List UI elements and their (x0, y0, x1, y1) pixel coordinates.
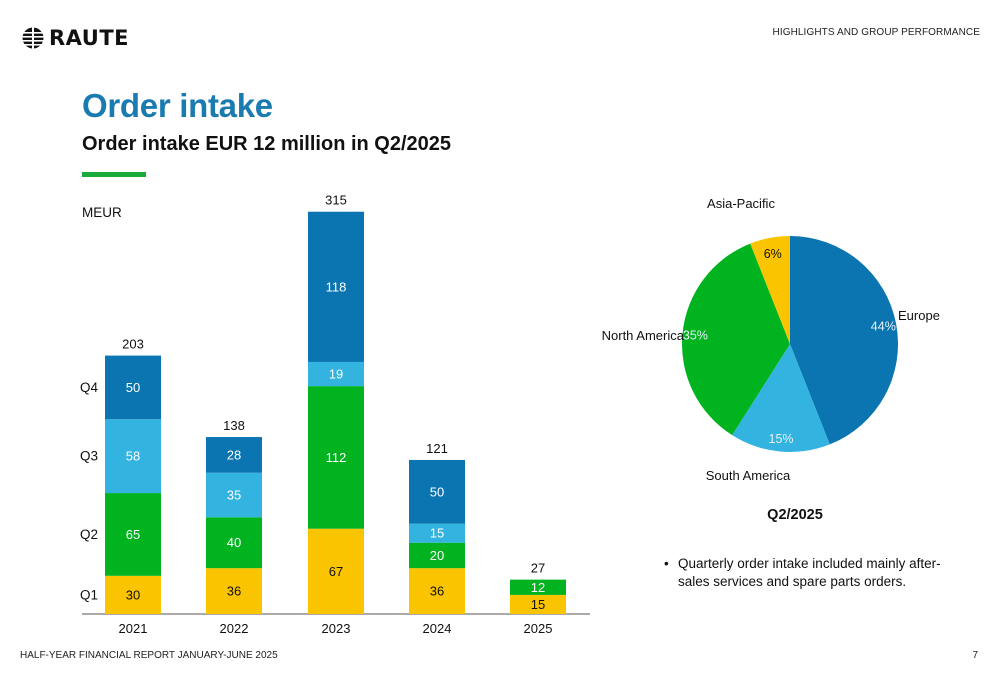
bar-segment-2024-q4 (409, 459, 465, 524)
bar-value-label-2024-q3: 15 (430, 526, 444, 541)
order-intake-region-pie-chart: 44%Europe 15% South America 35%North Americ… (602, 196, 940, 523)
bar-value-label-2023-q4: 118 (326, 279, 347, 294)
pie-slice-europe (790, 236, 898, 445)
bar-value-label-2022-q3: 35 (227, 487, 241, 502)
pie-region-label-north-america: North America (602, 328, 685, 343)
pie-percent-label-europe: 44% (871, 320, 896, 334)
bar-value-label-2025-q1: 15 (531, 597, 545, 612)
bar-total-label-2024: 121 (426, 441, 448, 456)
bar-segment-2021-q2 (105, 493, 161, 576)
pie-slice-north-america (682, 243, 790, 436)
raute-logo: RAUTE (22, 26, 129, 50)
bar-value-label-2021-q1: 30 (126, 587, 140, 602)
bar-value-label-2021-q4: 50 (126, 380, 140, 395)
legend-label-q3: Q3 (80, 449, 98, 464)
bar-value-label-2024-q4: 50 (430, 484, 444, 499)
bar-segment-2025-q2 (510, 579, 566, 595)
bar-segment-2022-q1 (206, 568, 262, 614)
bar-segment-2022-q4 (206, 437, 262, 473)
bar-value-label-2023-q1: 67 (329, 564, 343, 579)
unit-label: MEUR (82, 205, 122, 220)
x-tick-label-2022: 2022 (220, 621, 249, 636)
bar-value-label-2023-q2: 112 (326, 450, 347, 465)
footer-report-title: HALF-YEAR FINANCIAL REPORT JANUARY-JUNE … (20, 650, 278, 661)
bar-total-label-2022: 138 (223, 418, 245, 433)
bullet-dot-icon: • (664, 556, 669, 571)
bullet-note: • Quarterly order intake included mainly… (664, 555, 964, 591)
bar-total-label-2021: 203 (122, 337, 144, 352)
bar-segment-2022-q3 (206, 472, 262, 518)
bar-value-label-2024-q1: 36 (430, 584, 444, 599)
pie-percent-label-north-america: 35% (683, 329, 708, 343)
page-title: Order intake (82, 87, 273, 124)
pie-title: Q2/2025 (767, 507, 823, 523)
page-subtitle: Order intake EUR 12 million in Q2/2025 (82, 133, 452, 155)
x-tick-label-2021: 2021 (119, 621, 148, 636)
bar-segment-2023-q4 (308, 211, 364, 362)
pie-percent-label-asia-pacific: 6% (764, 247, 782, 261)
x-tick-label-2024: 2024 (423, 621, 452, 636)
title-accent-line (82, 172, 146, 177)
legend-label-q2: Q2 (80, 527, 98, 542)
section-label: HIGHLIGHTS AND GROUP PERFORMANCE (772, 27, 980, 38)
bar-segment-2024-q1 (409, 568, 465, 614)
bar-value-label-2022-q1: 36 (227, 584, 241, 599)
bar-segment-2025-q1 (510, 594, 566, 614)
bar-segment-2024-q2 (409, 542, 465, 569)
x-tick-label-2023: 2023 (322, 621, 351, 636)
bar-value-label-2021-q3: 58 (126, 449, 140, 464)
pie-slice-asia-pacific (750, 236, 790, 344)
legend-label-q4: Q4 (80, 380, 99, 395)
bar-value-label-2021-q2: 65 (126, 527, 140, 542)
pie-slice-south-america (732, 344, 830, 453)
bar-segment-2022-q2 (206, 517, 262, 569)
bar-value-label-2022-q4: 28 (227, 447, 241, 462)
bar-segment-2023-q2 (308, 386, 364, 529)
bar-segment-2024-q3 (409, 523, 465, 543)
bar-value-label-2022-q2: 40 (227, 535, 241, 550)
bar-total-label-2023: 315 (325, 193, 347, 208)
pie-region-label-south-america: South America (706, 468, 791, 483)
bar-value-label-2025-q2: 12 (531, 580, 545, 595)
bar-segment-2021-q3 (105, 419, 161, 494)
x-tick-label-2025: 2025 (524, 621, 553, 636)
bar-segment-2023-q1 (308, 528, 364, 614)
pie-region-label-europe: Europe (898, 308, 940, 323)
footer-page-number: 7 (972, 650, 978, 661)
bar-value-label-2024-q2: 20 (430, 548, 444, 563)
pie-region-label-asia-pacific: Asia-Pacific (707, 196, 775, 211)
bar-segment-2021-q1 (105, 575, 161, 614)
bullet-text: Quarterly order intake included mainly a… (678, 556, 941, 589)
bar-total-label-2025: 27 (531, 561, 545, 576)
order-intake-bar-chart: MEUR 30 65 58 50 203 2021 36 40 35 28 138 2022 67 112 1… (80, 193, 590, 636)
raute-logo-icon (22, 27, 44, 49)
logo-text: RAUTE (49, 26, 129, 50)
bar-value-label-2023-q3: 19 (329, 367, 343, 382)
bar-segment-2023-q3 (308, 361, 364, 387)
bar-segment-2021-q4 (105, 355, 161, 420)
pie-percent-label-south-america: 15% (769, 432, 794, 446)
legend-label-q1: Q1 (80, 587, 98, 602)
